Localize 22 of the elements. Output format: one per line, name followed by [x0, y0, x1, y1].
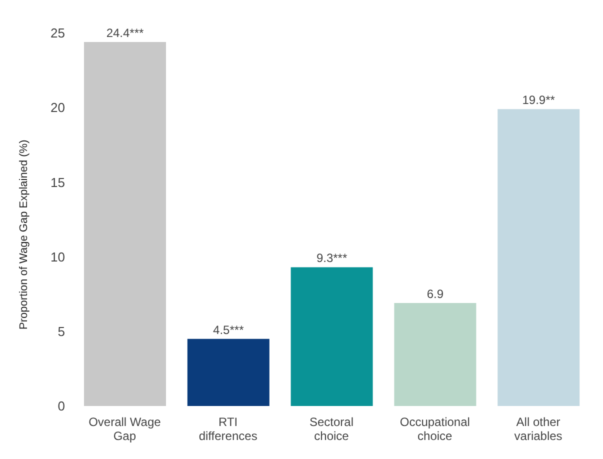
data-label: 24.4***	[106, 26, 144, 40]
y-tick-label: 25	[50, 26, 65, 41]
bar	[84, 42, 166, 406]
data-label: 19.9**	[522, 93, 556, 108]
bar	[187, 338, 270, 406]
y-axis-title: Proportion of Wage Gap Explained (%)	[18, 140, 30, 330]
y-tick-label: 0	[58, 398, 65, 414]
y-tick-label: 20	[50, 100, 65, 116]
data-label: 4.5***	[213, 322, 244, 337]
bar	[498, 109, 580, 406]
y-tick-label: 10	[50, 249, 65, 264]
x-tick-label: All other variables	[514, 415, 562, 443]
x-tick-label: Occupational choice	[400, 415, 470, 443]
bar	[290, 267, 373, 406]
x-tick-label: Overall Wage Gap	[88, 415, 162, 443]
y-tick-label: 15	[50, 174, 65, 190]
x-tick-label: RTI differences	[198, 415, 258, 443]
bar	[394, 303, 476, 406]
y-tick-label: 5	[58, 324, 65, 340]
data-label: 6.9	[426, 287, 444, 302]
data-label: 9.3***	[316, 251, 348, 266]
x-tick-label: Sectoral choice	[309, 415, 354, 443]
